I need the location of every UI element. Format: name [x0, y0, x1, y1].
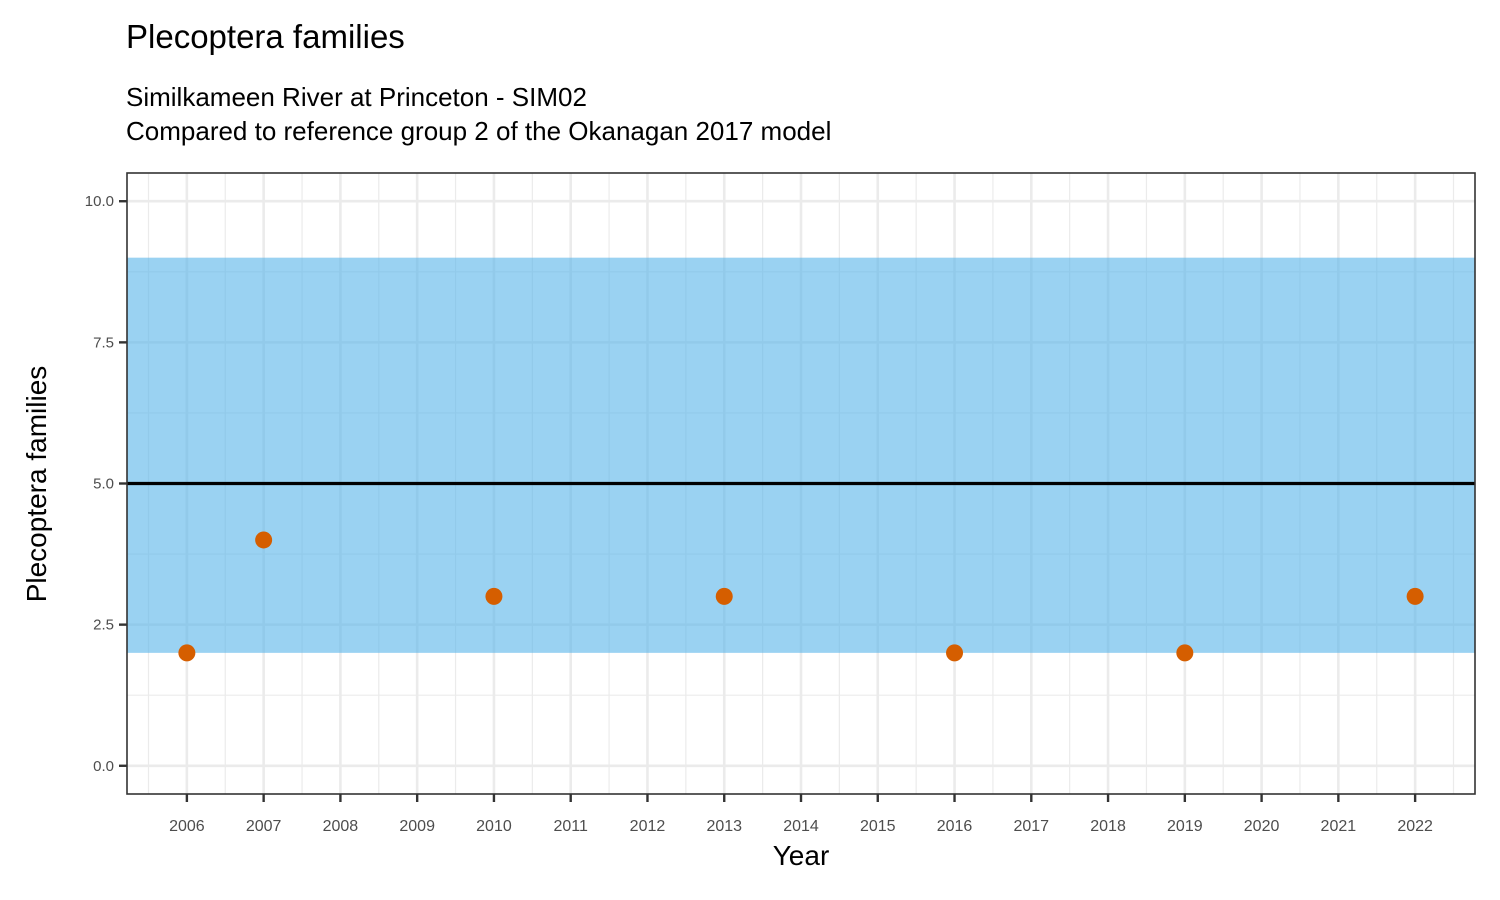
data-point	[715, 587, 733, 605]
x-tick-label: 2021	[1321, 818, 1357, 835]
x-tick-label: 2006	[169, 818, 205, 835]
x-tick-label: 2018	[1090, 818, 1126, 835]
x-tick-label: 2014	[783, 818, 819, 835]
data-point	[1176, 644, 1194, 662]
chart-subtitle-line-1: Similkameen River at Princeton - SIM02	[126, 82, 587, 112]
y-tick-label: 2.5	[93, 617, 114, 634]
chart-subtitle-line-2: Compared to reference group 2 of the Oka…	[126, 116, 832, 146]
data-point	[178, 644, 196, 662]
data-point	[255, 531, 273, 549]
x-tick-label: 2011	[554, 818, 589, 835]
y-tick-label: 7.5	[93, 334, 114, 351]
y-tick-label: 0.0	[93, 758, 114, 775]
x-tick-label: 2019	[1167, 818, 1203, 835]
x-tick-label: 2016	[937, 818, 973, 835]
x-tick-label: 2022	[1397, 818, 1433, 835]
chart-title: Plecoptera families	[126, 18, 405, 55]
x-tick-label: 2007	[246, 818, 282, 835]
y-tick-label: 5.0	[93, 476, 114, 493]
x-tick-label: 2013	[706, 818, 742, 835]
y-axis-label: Plecoptera families	[21, 365, 52, 603]
x-tick-label: 2015	[860, 818, 896, 835]
x-tick-label: 2017	[1013, 818, 1049, 835]
data-point	[485, 587, 503, 605]
x-tick-label: 2008	[323, 818, 359, 835]
reference-band	[127, 257, 1475, 653]
x-tick-label: 2010	[476, 818, 512, 835]
y-tick-label: 10.0	[85, 193, 114, 210]
x-tick-label: 2009	[399, 818, 435, 835]
data-point	[946, 644, 964, 662]
x-tick-label: 2012	[630, 818, 666, 835]
x-axis-label: Year	[772, 840, 830, 871]
x-tick-label: 2020	[1244, 818, 1280, 835]
data-point	[1406, 587, 1424, 605]
